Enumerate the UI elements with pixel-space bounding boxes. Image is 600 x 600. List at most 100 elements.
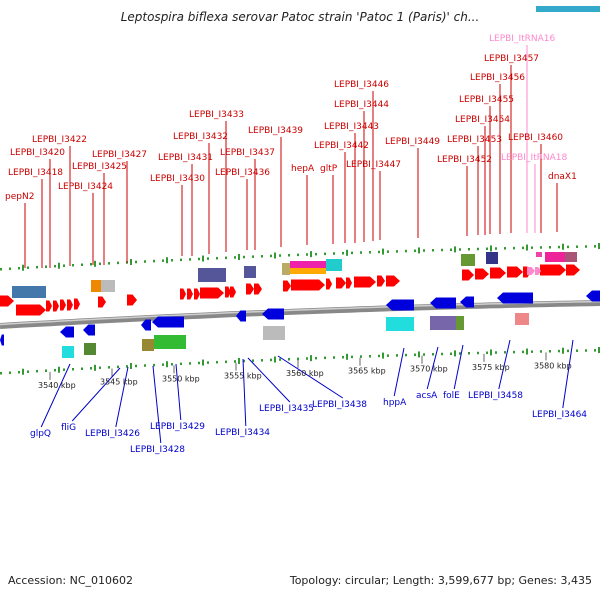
trna-arrow xyxy=(527,267,535,275)
kbp-tick-label: 3545 kbp xyxy=(100,378,138,387)
top-gene-label: LEPBI_I3422 xyxy=(32,135,87,145)
lower-tick xyxy=(144,364,146,367)
upper-major-tick xyxy=(58,262,60,269)
upper-tick xyxy=(90,263,92,266)
kbp-tick-label: 3580 kbp xyxy=(534,361,572,370)
feature-box-olive xyxy=(84,343,96,355)
feature-box-gray xyxy=(101,280,115,292)
upper-tick xyxy=(144,260,146,263)
lower-tick xyxy=(495,351,497,354)
upper-major-tick xyxy=(238,254,240,261)
lower-tick xyxy=(396,354,398,357)
upper-tick xyxy=(288,253,290,257)
feature-track xyxy=(0,6,600,358)
lower-major-tick xyxy=(238,358,240,365)
lower-tick xyxy=(576,349,578,352)
top-gene-label: LEPBI_I3442 xyxy=(314,141,369,151)
reverse-gene-arrow xyxy=(152,316,184,328)
reverse-gene-arrow xyxy=(141,319,151,331)
lower-major-tick xyxy=(310,355,312,362)
feature-box-olive xyxy=(461,254,475,266)
trna-arrow xyxy=(535,267,541,275)
lower-major-tick xyxy=(598,347,600,354)
bottom-gene-label: fliG xyxy=(61,423,76,433)
lower-major-tick xyxy=(382,352,384,359)
lower-tick xyxy=(162,363,164,366)
bottom-gene-label: LEPBI_I3438 xyxy=(312,400,367,410)
upper-tick xyxy=(234,256,236,259)
feature-box-olive xyxy=(456,316,464,330)
reverse-gene-arrow xyxy=(586,290,600,302)
upper-tick xyxy=(0,268,2,271)
upper-major-tick xyxy=(22,264,24,271)
feature-box-gray xyxy=(263,326,285,340)
lower-tick xyxy=(117,365,119,369)
upper-tick xyxy=(441,248,443,252)
lower-major-tick xyxy=(562,347,564,354)
lower-tick xyxy=(405,353,407,357)
feature-box-pink xyxy=(536,252,542,257)
top-gene-label: LEPBI_I3453 xyxy=(447,135,502,145)
lower-tick xyxy=(513,350,515,354)
upper-tick xyxy=(279,254,281,257)
lower-tick xyxy=(108,366,110,369)
forward-gene-arrow xyxy=(540,264,566,276)
feature-box-navy xyxy=(486,252,498,264)
upper-major-tick xyxy=(202,255,204,262)
kbp-tick-label: 3560 kbp xyxy=(286,369,324,378)
forward-gene-arrow xyxy=(377,275,385,287)
bottom-leader-line xyxy=(426,346,439,390)
reverse-gene-arrow xyxy=(386,299,414,311)
upper-tick xyxy=(396,250,398,253)
lower-tick xyxy=(387,354,389,357)
upper-tick xyxy=(63,264,65,267)
upper-tick xyxy=(432,249,434,252)
upper-tick xyxy=(324,252,326,256)
bottom-leader-line xyxy=(242,358,247,427)
lower-tick xyxy=(153,363,155,367)
upper-tick xyxy=(558,245,560,249)
reverse-gene-arrow xyxy=(236,310,246,322)
lower-tick xyxy=(450,352,452,355)
top-gene-label: LEPBI_I3437 xyxy=(220,148,275,158)
upper-tick xyxy=(477,247,479,251)
upper-tick xyxy=(549,246,551,249)
top-gene-label: LEPBI_I3425 xyxy=(72,162,127,172)
upper-tick xyxy=(216,256,218,260)
upper-tick xyxy=(135,260,137,264)
feature-box-cyan xyxy=(326,259,342,271)
upper-tick xyxy=(567,245,569,249)
upper-tick xyxy=(405,249,407,253)
lower-tick xyxy=(243,359,245,363)
bottom-gene-label: hppA xyxy=(383,398,407,408)
upper-tick xyxy=(378,250,380,254)
top-gene-label: LEPBI_I3427 xyxy=(92,150,147,160)
bottom-leader-line xyxy=(498,339,511,390)
lower-tick xyxy=(486,351,488,355)
top-gene-label: LEPBI_I3460 xyxy=(508,133,563,143)
gene-labels: pepN2 LEPBI_I3418 LEPBI_I3420 LEPBI_I3422 LE… xyxy=(5,34,587,455)
upper-tick xyxy=(153,259,155,263)
bottom-leader-line xyxy=(247,357,291,403)
bottom-leader-line xyxy=(562,339,574,409)
upper-tick xyxy=(180,258,182,262)
upper-tick xyxy=(594,245,596,248)
top-gene-label: LEPBI_I3418 xyxy=(8,168,63,178)
feature-box-amber xyxy=(290,268,326,274)
upper-tick xyxy=(459,248,461,251)
lower-tick xyxy=(594,349,596,352)
upper-major-tick xyxy=(598,243,600,250)
top-gene-label: LEPBI_I3449 xyxy=(385,137,440,147)
upper-tick xyxy=(207,257,209,260)
bottom-leader-line xyxy=(40,363,71,428)
upper-tick xyxy=(306,253,308,256)
kbp-tick-label: 3570 kbp xyxy=(410,365,448,374)
lower-tick xyxy=(504,351,506,354)
lower-tick xyxy=(315,356,317,360)
upper-tick xyxy=(243,255,245,259)
upper-tick xyxy=(117,261,119,265)
forward-gene-arrow xyxy=(354,276,376,288)
feature-box-magenta xyxy=(545,252,565,262)
topology-summary: Topology: circular; Length: 3,599,677 bp… xyxy=(289,574,592,587)
upper-tick xyxy=(261,255,263,258)
